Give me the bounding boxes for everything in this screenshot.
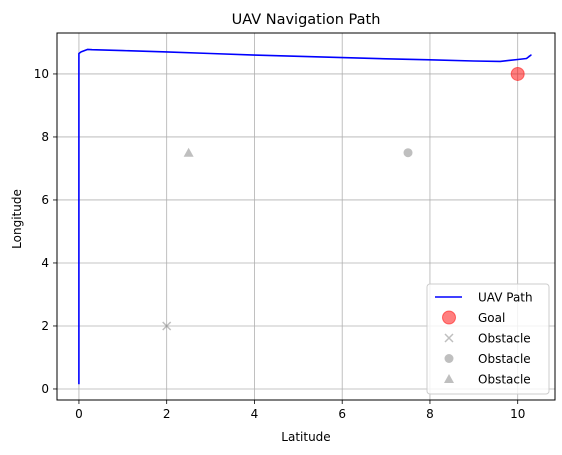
legend-obstacle-swatch	[444, 374, 454, 383]
y-tick-label: 4	[41, 256, 49, 270]
legend-label: Obstacle	[478, 332, 531, 346]
legend-goal-swatch	[442, 310, 456, 325]
chart-title: UAV Navigation Path	[232, 12, 381, 28]
axis-ticks: 0 2 4 6 8 10 0 2 4 6 8 10	[34, 67, 526, 421]
obstacle-marker	[183, 147, 194, 157]
legend-label: Obstacle	[478, 352, 531, 366]
legend-label: Goal	[478, 311, 505, 325]
y-tick-label: 8	[41, 130, 49, 144]
legend-label: Obstacle	[478, 373, 531, 387]
x-tick-label: 8	[426, 407, 434, 421]
legend-obstacle-swatch	[444, 354, 454, 363]
legend-box	[426, 283, 550, 395]
plot-frame	[56, 32, 556, 401]
x-tick-label: 4	[251, 407, 259, 421]
y-tick-label: 10	[34, 67, 49, 81]
obstacle-marker	[162, 321, 172, 331]
series	[78, 48, 532, 385]
y-tick-label: 0	[41, 382, 49, 396]
goal-marker	[510, 66, 525, 81]
obstacle-marker	[403, 148, 413, 158]
y-tick-label: 6	[41, 193, 49, 207]
y-tick-label: 2	[41, 319, 49, 333]
x-tick-label: 10	[510, 407, 525, 421]
x-tick-label: 2	[163, 407, 171, 421]
x-tick-label: 6	[338, 407, 346, 421]
legend: UAV Path Goal Obstacle Obstacle Obstacle	[426, 283, 550, 395]
legend-obstacle-swatch	[444, 333, 454, 343]
x-axis-label: Latitude	[281, 430, 330, 444]
y-axis-label: Longitude	[10, 189, 24, 249]
legend-label: UAV Path	[478, 291, 533, 305]
grid	[57, 33, 555, 400]
uav-path-line	[78, 48, 532, 385]
x-tick-label: 0	[75, 407, 83, 421]
